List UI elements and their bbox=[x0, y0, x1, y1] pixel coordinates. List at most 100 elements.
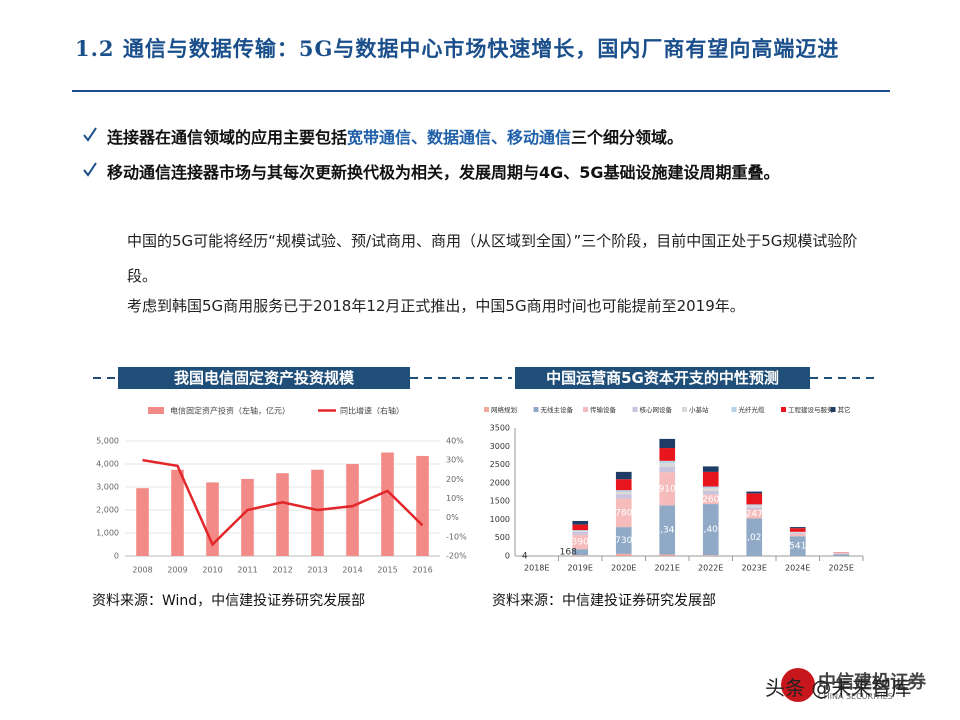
bar-segment bbox=[746, 493, 763, 505]
y-tick-label: 1500 bbox=[490, 497, 510, 506]
legend-swatch bbox=[731, 407, 737, 412]
bullet: 连接器在通信领域的应用主要包括宽带通信、数据通信、移动通信三个细分领域。 bbox=[107, 120, 852, 155]
x-tick-label: 2024E bbox=[785, 564, 810, 573]
source: 资料来源：Wind，中信建投证券研究发展部 bbox=[92, 593, 366, 609]
y-tick-label: 3500 bbox=[490, 424, 510, 433]
y-tick-label: 2500 bbox=[490, 460, 510, 469]
x-tick-label: 2022E bbox=[698, 564, 723, 573]
data-label: 1,025 bbox=[741, 533, 767, 543]
bar-segment bbox=[789, 534, 806, 537]
x-tick-label: 2009 bbox=[167, 566, 187, 575]
bar-segment bbox=[702, 486, 719, 488]
bar-segment bbox=[572, 524, 589, 531]
bar-segment bbox=[615, 490, 632, 492]
y-tick-label: 2,000 bbox=[96, 506, 119, 515]
x-tick-label: 2016 bbox=[412, 566, 432, 575]
bar-segment bbox=[615, 498, 632, 528]
bar-segment bbox=[615, 479, 632, 491]
text: 三个细分领域。 bbox=[571, 128, 684, 147]
bar bbox=[136, 488, 149, 556]
bar-segment bbox=[833, 553, 850, 555]
data-label: 1,400 bbox=[698, 525, 724, 535]
bar-segment bbox=[659, 554, 676, 556]
bar-segment bbox=[572, 530, 589, 532]
logo-icon bbox=[781, 668, 815, 702]
legend-label: 无线主设备 bbox=[541, 405, 574, 414]
text: 连接器在通信领域的应用主要包括 bbox=[107, 128, 348, 147]
check-icon bbox=[83, 162, 97, 177]
legend-label: 核心网设备 bbox=[640, 405, 673, 414]
legend-label: 网络规划 bbox=[491, 405, 517, 414]
data-label: 910 bbox=[659, 484, 676, 494]
legend-swatch bbox=[830, 407, 836, 412]
y2-tick-label: -10% bbox=[446, 532, 467, 541]
x-tick-label: 2013 bbox=[307, 566, 327, 575]
source: 资料来源：中信建投证券研究发展部 bbox=[492, 593, 716, 609]
data-label: 168 bbox=[560, 548, 577, 558]
watermark: 头条 @未来智库 bbox=[765, 676, 912, 700]
bar bbox=[311, 469, 324, 556]
bar-segment bbox=[659, 460, 676, 464]
bar-segment bbox=[572, 555, 589, 556]
bar-segment bbox=[746, 507, 763, 510]
bar-segment bbox=[746, 491, 763, 494]
x-tick-label: 2008 bbox=[132, 566, 152, 575]
y-tick-label: 500 bbox=[495, 533, 510, 542]
legend-label: 其它 bbox=[838, 405, 851, 414]
x-tick-label: 2015 bbox=[377, 566, 397, 575]
bar-segment bbox=[572, 520, 589, 525]
title-rule bbox=[72, 90, 890, 92]
y-tick-label: 4,000 bbox=[96, 460, 119, 469]
paragraph: 中国的5G可能将经历“规模试验、预/试商用、商用（从区域到全国）”三个阶段，目前… bbox=[127, 232, 858, 285]
bar-segment bbox=[572, 531, 589, 532]
x-tick-label: 2014 bbox=[342, 566, 362, 575]
legend-swatch bbox=[781, 407, 786, 412]
x-tick-label: 2018E bbox=[524, 564, 549, 573]
chart-title: 我国电信固定资产投资规模 bbox=[118, 367, 410, 389]
data-label: 260 bbox=[702, 495, 719, 505]
y2-tick-label: 20% bbox=[446, 475, 464, 484]
bar-segment bbox=[659, 463, 676, 467]
bar-segment bbox=[615, 471, 632, 480]
bar-segment bbox=[615, 494, 632, 499]
legend-swatch bbox=[148, 407, 164, 414]
legend-label: 同比增速（右轴） bbox=[340, 406, 404, 416]
bar-segment bbox=[572, 534, 589, 550]
legend-swatch bbox=[583, 407, 588, 412]
legend-swatch bbox=[533, 407, 539, 412]
bar-segment bbox=[746, 505, 763, 508]
data-label: 780 bbox=[615, 508, 632, 518]
text: 移动通信连接器市场与其每次更新换代极为相关，发展周期与4G、5G基础设施建设周期… bbox=[107, 163, 780, 182]
data-label: 1,342 bbox=[654, 525, 680, 535]
y2-tick-label: 40% bbox=[446, 437, 464, 446]
bar-segment bbox=[702, 555, 719, 556]
bar-segment bbox=[659, 466, 676, 473]
bar-segment bbox=[789, 532, 806, 533]
data-label: 4 bbox=[522, 551, 528, 561]
bar-segment bbox=[702, 487, 719, 491]
bar bbox=[346, 464, 359, 556]
chart-title: 中国运营商5G资本开支的中性预测 bbox=[515, 367, 810, 389]
x-tick-label: 2011 bbox=[237, 566, 257, 575]
bar-segment bbox=[659, 472, 676, 506]
legend-swatch bbox=[484, 407, 489, 412]
y-tick-label: 3,000 bbox=[96, 483, 119, 492]
bar bbox=[241, 478, 254, 556]
bar bbox=[276, 473, 289, 556]
legend-label: 光纤光缆 bbox=[739, 405, 766, 414]
data-label: 730 bbox=[615, 536, 632, 546]
bar-segment bbox=[746, 518, 763, 556]
x-tick-label: 2025E bbox=[829, 564, 854, 573]
check-icon bbox=[83, 127, 97, 142]
y-tick-label: 2000 bbox=[490, 478, 510, 487]
y-tick-label: 1000 bbox=[490, 515, 510, 524]
x-tick-label: 2019E bbox=[568, 564, 593, 573]
bar-segment bbox=[702, 471, 719, 487]
y2-tick-label: -20% bbox=[446, 552, 467, 561]
bar bbox=[416, 455, 429, 556]
highlight: 宽带通信、数据通信、移动通信 bbox=[347, 128, 572, 147]
bar-segment bbox=[789, 536, 806, 556]
y-tick-label: 1,000 bbox=[96, 529, 119, 538]
legend-swatch bbox=[632, 407, 638, 412]
legend-label: 小基站 bbox=[689, 405, 709, 414]
